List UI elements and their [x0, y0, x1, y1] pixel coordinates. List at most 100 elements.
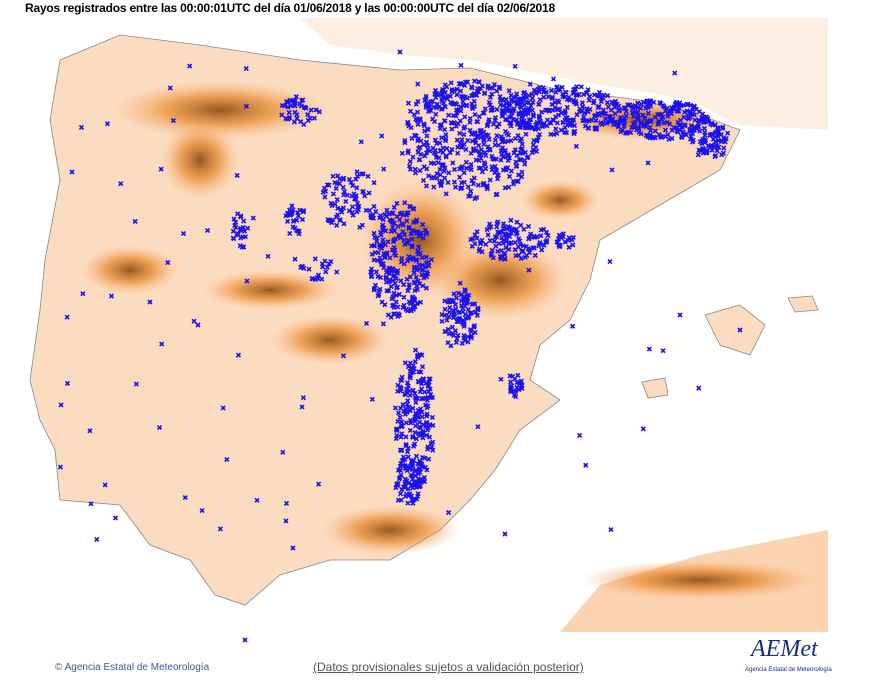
strike-mark: [450, 315, 457, 321]
strike-mark: [508, 113, 514, 119]
strike-mark: [413, 436, 419, 442]
strike-mark: [522, 125, 528, 131]
strike-mark: [340, 184, 346, 190]
strike-mark: [536, 131, 543, 138]
strike-mark: [566, 244, 572, 250]
strike-mark: [94, 536, 100, 543]
strike-mark: [386, 279, 392, 285]
strike-mark: [501, 153, 507, 159]
strike-mark: [508, 168, 514, 174]
strike-mark: [415, 121, 421, 127]
strike-mark: [682, 122, 688, 128]
strike-mark: [407, 158, 413, 165]
strike-mark: [423, 183, 430, 189]
strike-mark: [681, 102, 687, 108]
strike-mark: [472, 137, 479, 143]
strike-mark: [601, 111, 607, 117]
strike-mark: [290, 207, 296, 213]
strike-mark: [300, 395, 306, 401]
strike-mark: [187, 63, 193, 69]
strike-mark: [290, 545, 296, 551]
strike-mark: [554, 98, 561, 104]
strike-mark: [479, 83, 485, 89]
strike-mark: [423, 150, 430, 156]
strike-mark: [645, 132, 651, 139]
strike-mark: [465, 334, 471, 340]
strike-mark: [232, 222, 238, 228]
strike-mark: [545, 233, 551, 239]
strike-mark: [483, 241, 489, 247]
strike-mark: [517, 99, 523, 105]
strike-mark: [378, 261, 385, 267]
strike-mark: [323, 269, 329, 275]
strike-mark: [524, 125, 530, 131]
relief-area: [200, 270, 340, 310]
menorca: [787, 295, 819, 313]
strike-mark: [405, 364, 412, 370]
strike-mark: [402, 392, 409, 398]
strike-mark: [499, 139, 506, 145]
disclaimer-link[interactable]: (Datos provisionales sujetos a validació…: [313, 660, 584, 674]
strike-mark: [422, 478, 428, 485]
strike-mark: [444, 317, 450, 323]
strike-mark: [393, 285, 400, 291]
strike-mark: [687, 111, 694, 117]
strike-mark: [320, 189, 326, 195]
strike-mark: [490, 121, 497, 127]
strike-mark: [484, 227, 490, 233]
strike-mark: [635, 112, 641, 118]
strike-mark: [334, 197, 340, 203]
strike-mark: [392, 311, 398, 317]
strike-mark: [550, 117, 556, 123]
strike-mark: [224, 456, 230, 463]
strike-mark: [514, 100, 520, 106]
strike-mark: [379, 245, 385, 251]
strike-mark: [707, 144, 713, 150]
strike-mark: [407, 392, 413, 398]
strike-mark: [498, 134, 504, 140]
strike-mark: [592, 113, 598, 119]
strike-mark: [234, 172, 240, 178]
strike-mark: [529, 125, 535, 131]
strike-mark: [369, 274, 375, 280]
strike-mark: [513, 393, 519, 400]
strike-mark: [531, 87, 537, 93]
strike-mark: [502, 147, 508, 154]
strike-mark: [385, 312, 391, 318]
strike-mark: [462, 287, 468, 293]
strike-mark: [294, 115, 300, 121]
strike-mark: [519, 146, 525, 152]
strike-mark: [457, 280, 463, 286]
strike-mark: [407, 491, 413, 497]
strike-mark: [299, 263, 305, 269]
strike-mark: [195, 322, 201, 328]
strike-mark: [474, 235, 480, 241]
strike-mark: [320, 264, 326, 270]
strike-mark: [285, 218, 291, 224]
strike-mark: [476, 89, 482, 95]
strike-mark: [660, 102, 666, 108]
strike-mark: [500, 237, 506, 243]
strike-mark: [513, 159, 519, 165]
strike-mark: [417, 406, 424, 412]
strike-mark: [451, 291, 457, 297]
strike-mark: [506, 246, 512, 252]
strike-mark: [517, 379, 523, 385]
strike-mark: [718, 138, 724, 145]
strike-mark: [609, 167, 615, 173]
strike-mark: [407, 203, 413, 209]
strike-mark: [371, 203, 377, 210]
strike-mark: [415, 476, 421, 482]
strike-mark: [415, 352, 421, 359]
strike-mark: [539, 109, 545, 115]
strike-mark: [712, 138, 719, 144]
strike-mark: [400, 229, 406, 235]
strike-mark: [423, 420, 430, 426]
strike-mark: [307, 115, 313, 121]
strike-mark: [442, 95, 448, 101]
strike-mark: [354, 185, 360, 191]
strike-mark: [279, 103, 285, 109]
strike-mark: [369, 243, 375, 249]
strike-mark: [474, 229, 480, 235]
